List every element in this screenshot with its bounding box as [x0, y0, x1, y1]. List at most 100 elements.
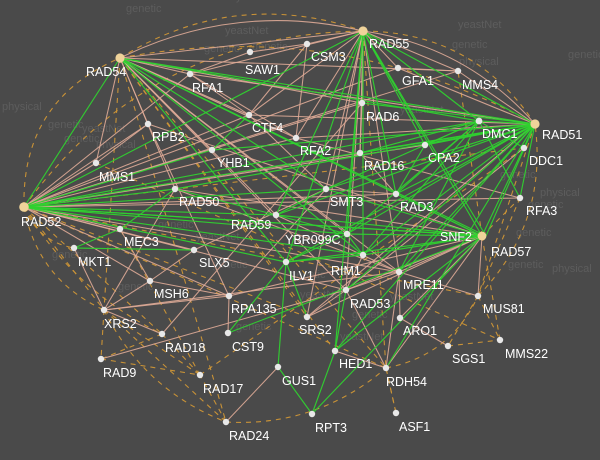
edge-arc-genetic	[103, 309, 227, 423]
edge-coexpression	[285, 254, 364, 263]
edge-coexpression	[23, 30, 364, 208]
node-rpa135[interactable]	[225, 292, 233, 300]
node-rad24[interactable]	[222, 418, 230, 426]
node-rfa1[interactable]	[186, 70, 194, 78]
node-label-rad24: RAD24	[229, 429, 269, 443]
edge-coexpression	[311, 235, 483, 415]
node-cst9[interactable]	[224, 329, 232, 337]
node-smt3[interactable]	[322, 185, 330, 193]
node-srs2[interactable]	[303, 313, 311, 321]
watermark-text: physical	[540, 187, 580, 199]
edge-physical	[95, 57, 121, 164]
edge-physical	[189, 73, 250, 116]
edge-coexpression	[334, 289, 347, 352]
node-label-mus81: MUS81	[483, 302, 525, 316]
node-asf1[interactable]	[392, 409, 400, 417]
node-label-mec3: MEC3	[124, 235, 159, 249]
node-xrs2[interactable]	[100, 306, 108, 314]
node-mkt1[interactable]	[70, 244, 78, 252]
node-rdh54[interactable]	[382, 364, 390, 372]
edge-physical	[295, 123, 536, 139]
edge-coexpression	[277, 366, 313, 415]
node-layer[interactable]	[19, 26, 540, 426]
node-ybr099c[interactable]	[343, 230, 351, 238]
node-rad9[interactable]	[97, 355, 105, 363]
edge-coexpression	[119, 57, 327, 190]
node-snf2[interactable]	[477, 231, 487, 241]
node-ilv1[interactable]	[282, 258, 290, 266]
edge-physical	[103, 280, 151, 311]
node-rpb2[interactable]	[144, 120, 152, 128]
node-label-rim1: RIM1	[331, 264, 361, 278]
node-rad53[interactable]	[342, 286, 350, 294]
edge-arc-genetic	[477, 123, 538, 297]
node-rad59[interactable]	[272, 211, 280, 219]
node-ctf4[interactable]	[245, 111, 253, 119]
watermark-text: genetic	[452, 39, 488, 51]
edge-physical	[23, 137, 297, 208]
edge-arc-genetic	[23, 30, 364, 208]
node-label-rfa1: RFA1	[192, 81, 223, 95]
node-rim1[interactable]	[359, 251, 367, 259]
node-rad50[interactable]	[171, 185, 179, 193]
node-rad52[interactable]	[19, 202, 29, 212]
node-saw1[interactable]	[246, 48, 254, 56]
edge-coexpression	[174, 123, 536, 190]
node-mms1[interactable]	[92, 159, 100, 167]
node-gfa1[interactable]	[394, 64, 402, 72]
node-mms4[interactable]	[454, 67, 462, 75]
node-mec3[interactable]	[116, 225, 124, 233]
node-sgs1[interactable]	[444, 342, 452, 350]
node-ddc1[interactable]	[520, 144, 528, 152]
node-csm3[interactable]	[303, 40, 311, 48]
edge-genetic	[100, 309, 105, 360]
node-dmc1[interactable]	[475, 117, 483, 125]
node-rad6[interactable]	[358, 99, 366, 107]
node-label-rad52: RAD52	[21, 215, 61, 229]
node-rpt3[interactable]	[308, 410, 316, 418]
node-rad54[interactable]	[115, 53, 125, 63]
node-rad51[interactable]	[530, 119, 540, 129]
node-gus1[interactable]	[274, 363, 282, 371]
node-rad55[interactable]	[358, 26, 368, 36]
node-mre11[interactable]	[395, 268, 403, 276]
node-label-mms1: MMS1	[99, 170, 135, 184]
node-rad17[interactable]	[196, 371, 204, 379]
edge-genetic	[481, 235, 501, 341]
node-label-rad51: RAD51	[542, 128, 582, 142]
node-rad16[interactable]	[356, 149, 364, 157]
node-rad3[interactable]	[392, 190, 400, 198]
edge-physical	[149, 249, 195, 282]
edge-coexpression	[345, 123, 536, 291]
node-slx5[interactable]	[190, 246, 198, 254]
node-rad18[interactable]	[158, 330, 166, 338]
edge-genetic	[477, 197, 521, 297]
node-rfa2[interactable]	[292, 134, 300, 142]
edge-physical	[174, 188, 483, 237]
edge-coexpression	[362, 123, 536, 256]
edge-genetic	[23, 206, 105, 311]
edge-coexpression	[285, 233, 348, 263]
edge-genetic	[103, 57, 121, 311]
edge-arc-genetic	[119, 46, 536, 125]
edge-coexpression	[23, 149, 213, 208]
edge-coexpression	[211, 114, 250, 151]
node-hed1[interactable]	[331, 347, 339, 355]
node-msh6[interactable]	[146, 277, 154, 285]
edge-coexpression	[174, 188, 277, 216]
edge-genetic	[199, 374, 227, 423]
node-mus81[interactable]	[474, 292, 482, 300]
edge-coexpression	[325, 188, 483, 237]
node-yhb1[interactable]	[208, 146, 216, 154]
edge-arc-physical	[119, 20, 364, 59]
node-rfa3[interactable]	[516, 194, 524, 202]
node-aro1[interactable]	[396, 314, 404, 322]
edge-physical	[193, 188, 327, 251]
node-mms22[interactable]	[496, 336, 504, 344]
node-cpa2[interactable]	[421, 141, 429, 149]
edge-physical	[345, 147, 525, 291]
edge-physical	[345, 289, 387, 369]
edge-physical	[397, 67, 536, 125]
